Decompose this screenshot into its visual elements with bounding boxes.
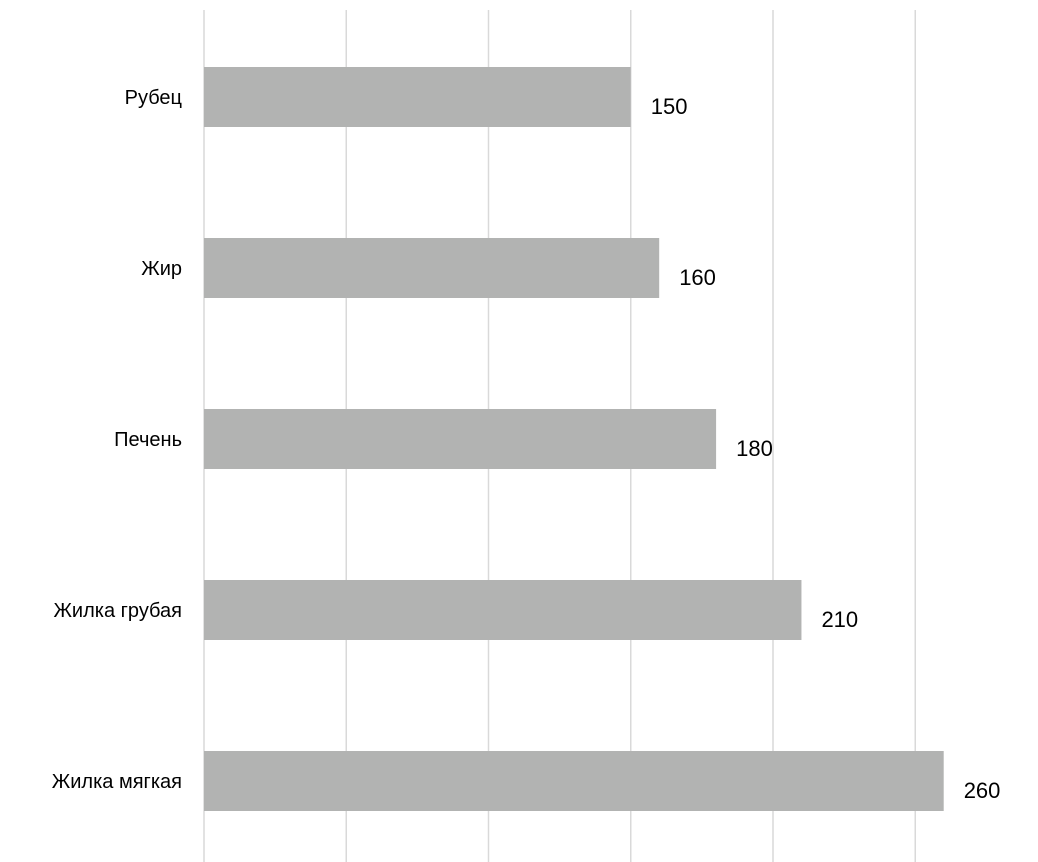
category-label: Печень (114, 429, 182, 451)
bar (204, 751, 944, 811)
category-label: Рубец (125, 87, 182, 109)
value-label: 260 (964, 778, 1001, 803)
value-label: 150 (651, 94, 688, 119)
bar (204, 67, 631, 127)
bars (204, 67, 944, 811)
value-label: 160 (679, 265, 716, 290)
category-label: Жилка грубая (53, 600, 182, 622)
bar (204, 409, 717, 469)
bar (204, 238, 660, 298)
category-label: Жир (141, 258, 182, 280)
category-label: Жилка мягкая (52, 771, 182, 793)
value-label: 210 (821, 607, 858, 632)
value-labels: 150 160 180 210 260 (651, 94, 1001, 803)
bar (204, 580, 802, 640)
category-labels: Рубец Жир Печень Жилка грубая Жилка мягкая (52, 87, 182, 793)
value-label: 180 (736, 436, 773, 461)
